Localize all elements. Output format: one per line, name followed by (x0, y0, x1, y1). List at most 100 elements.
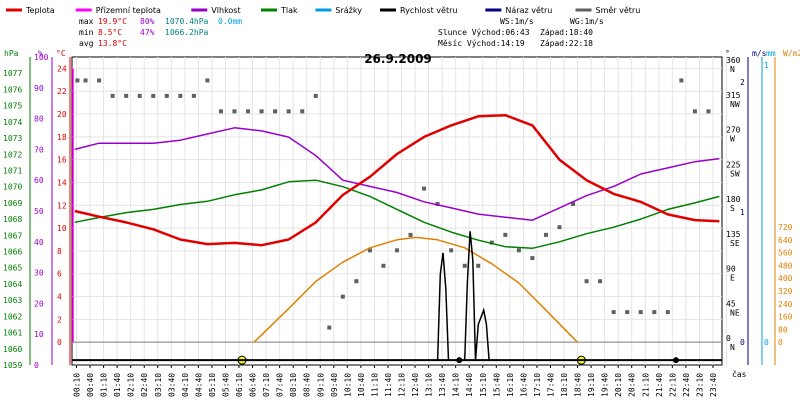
wind-dir-point (286, 109, 291, 114)
press-tick: 1067 (3, 231, 22, 240)
x-tick-label: 04:10 (181, 373, 190, 397)
press-tick: 1075 (3, 102, 22, 111)
stat-min-temp: 8.5°C (98, 28, 122, 37)
legend-label: Rychlost větru (400, 6, 457, 15)
hum-tick: 90 (34, 84, 44, 93)
solar-tick: 640 (778, 236, 793, 245)
rain-tick: 1 (764, 61, 769, 70)
x-tick-label: 06:40 (249, 373, 258, 397)
wind-dir-point (191, 93, 196, 98)
press-tick: 1064 (3, 280, 22, 289)
press-tick: 1059 (3, 361, 22, 370)
dir-tick-label: SE (730, 239, 740, 248)
humidity-line (74, 127, 720, 221)
wind-dir-point (611, 310, 616, 315)
x-tick-label: 12:10 (398, 373, 407, 397)
stat-max-rain: 0.0mm (218, 17, 242, 26)
wind-dir-point (75, 78, 80, 83)
x-tick-label: 01:10 (100, 373, 109, 397)
dir-tick-label: NW (730, 100, 740, 109)
dir-tick-label: S (730, 204, 735, 213)
x-tick-label: 04:40 (194, 373, 203, 397)
wind-dir-point (584, 279, 589, 284)
temp-tick: 4 (57, 293, 62, 302)
dir-tick-value: 180 (726, 195, 741, 204)
wind-dir-point (652, 310, 657, 315)
solar-tick: 320 (778, 287, 793, 296)
wind-dir-point (83, 78, 88, 83)
moon-set: Západ:22:18 (540, 39, 593, 48)
x-tick-label: 00:10 (73, 373, 82, 397)
dir-tick-label: SW (730, 169, 740, 178)
wind-dir-point (449, 248, 454, 253)
wind-dir-point (300, 109, 305, 114)
legend-label: Srážky (335, 6, 362, 15)
x-tick-label: 14:40 (465, 373, 474, 397)
press-tick: 1063 (3, 296, 22, 305)
wind-dir-point (422, 186, 427, 191)
legend-label: Vlhkost (211, 6, 240, 15)
x-tick-label: 19:10 (587, 373, 596, 397)
wind-dir-point (598, 279, 603, 284)
x-tick-label: 20:40 (628, 373, 637, 397)
x-tick-label: 02:10 (127, 373, 136, 397)
wind-dir-point (489, 240, 494, 245)
solar-tick: 0 (778, 338, 783, 347)
wind-dir-point (476, 263, 481, 268)
x-tick-label: 23:10 (695, 373, 704, 397)
wind-tick: 1 (740, 208, 745, 217)
wind-speed-line (436, 231, 492, 361)
x-tick-label: 12:40 (411, 373, 420, 397)
wind-dir-point (408, 232, 413, 237)
dir-tick-value: 225 (726, 160, 741, 169)
press-tick: 1074 (3, 118, 22, 127)
x-tick-label: 08:10 (289, 373, 298, 397)
dir-tick-value: 45 (726, 299, 736, 308)
press-tick: 1073 (3, 134, 22, 143)
legend-label: Tlak (280, 6, 298, 15)
x-tick-label: 02:40 (140, 373, 149, 397)
plot-area (71, 56, 723, 366)
x-tick-label: 16:40 (519, 373, 528, 397)
dir-tick-value: 0 (726, 334, 731, 343)
solar-tick: 560 (778, 249, 793, 258)
wind-dir-point (164, 93, 169, 98)
wind-dir-point (110, 93, 115, 98)
wind-dir-point (97, 78, 102, 83)
wind-dir-point (232, 109, 237, 114)
hum-tick: 60 (34, 176, 44, 185)
stat-max-temp: 19.9°C (98, 17, 127, 26)
x-tick-label: 05:10 (208, 373, 217, 397)
wind-ws: WS:1m/s (500, 17, 534, 26)
temp-tick: 8 (57, 247, 62, 256)
x-tick-label: 07:40 (276, 373, 285, 397)
wind-dir-point (313, 93, 318, 98)
x-tick-label: 06:10 (235, 373, 244, 397)
temp-tick: 24 (57, 64, 67, 73)
press-tick: 1071 (3, 166, 22, 175)
solar-tick: 400 (778, 274, 793, 283)
solar-line (253, 236, 578, 343)
temp-tick: 6 (57, 270, 62, 279)
stat-min-hum: 47% (140, 28, 155, 37)
stat-min-label: min (79, 28, 94, 37)
legend-label: Teplota (25, 6, 55, 15)
hum-tick: 0 (34, 361, 39, 370)
temp-tick: 2 (57, 315, 62, 324)
wind-wg: WG:1m/s (570, 17, 604, 26)
wind-dir-point (151, 93, 156, 98)
dir-tick-label: W (730, 135, 735, 144)
x-axis-unit: čas (732, 369, 747, 379)
stat-min-press: 1066.2hPa (165, 28, 209, 37)
temp-tick: 10 (57, 224, 67, 233)
temp-tick: 0 (57, 338, 62, 347)
legend-label: Náraz větru (505, 6, 552, 15)
wind-dir-point (327, 325, 332, 330)
wind-dir-point (381, 263, 386, 268)
unit-wm2: W/m2 (783, 49, 800, 58)
press-tick: 1060 (3, 345, 22, 354)
legend-label: Přízemní teplota (96, 6, 161, 15)
wind-dir-point (218, 109, 223, 114)
legend-label: Směr větru (596, 6, 641, 15)
